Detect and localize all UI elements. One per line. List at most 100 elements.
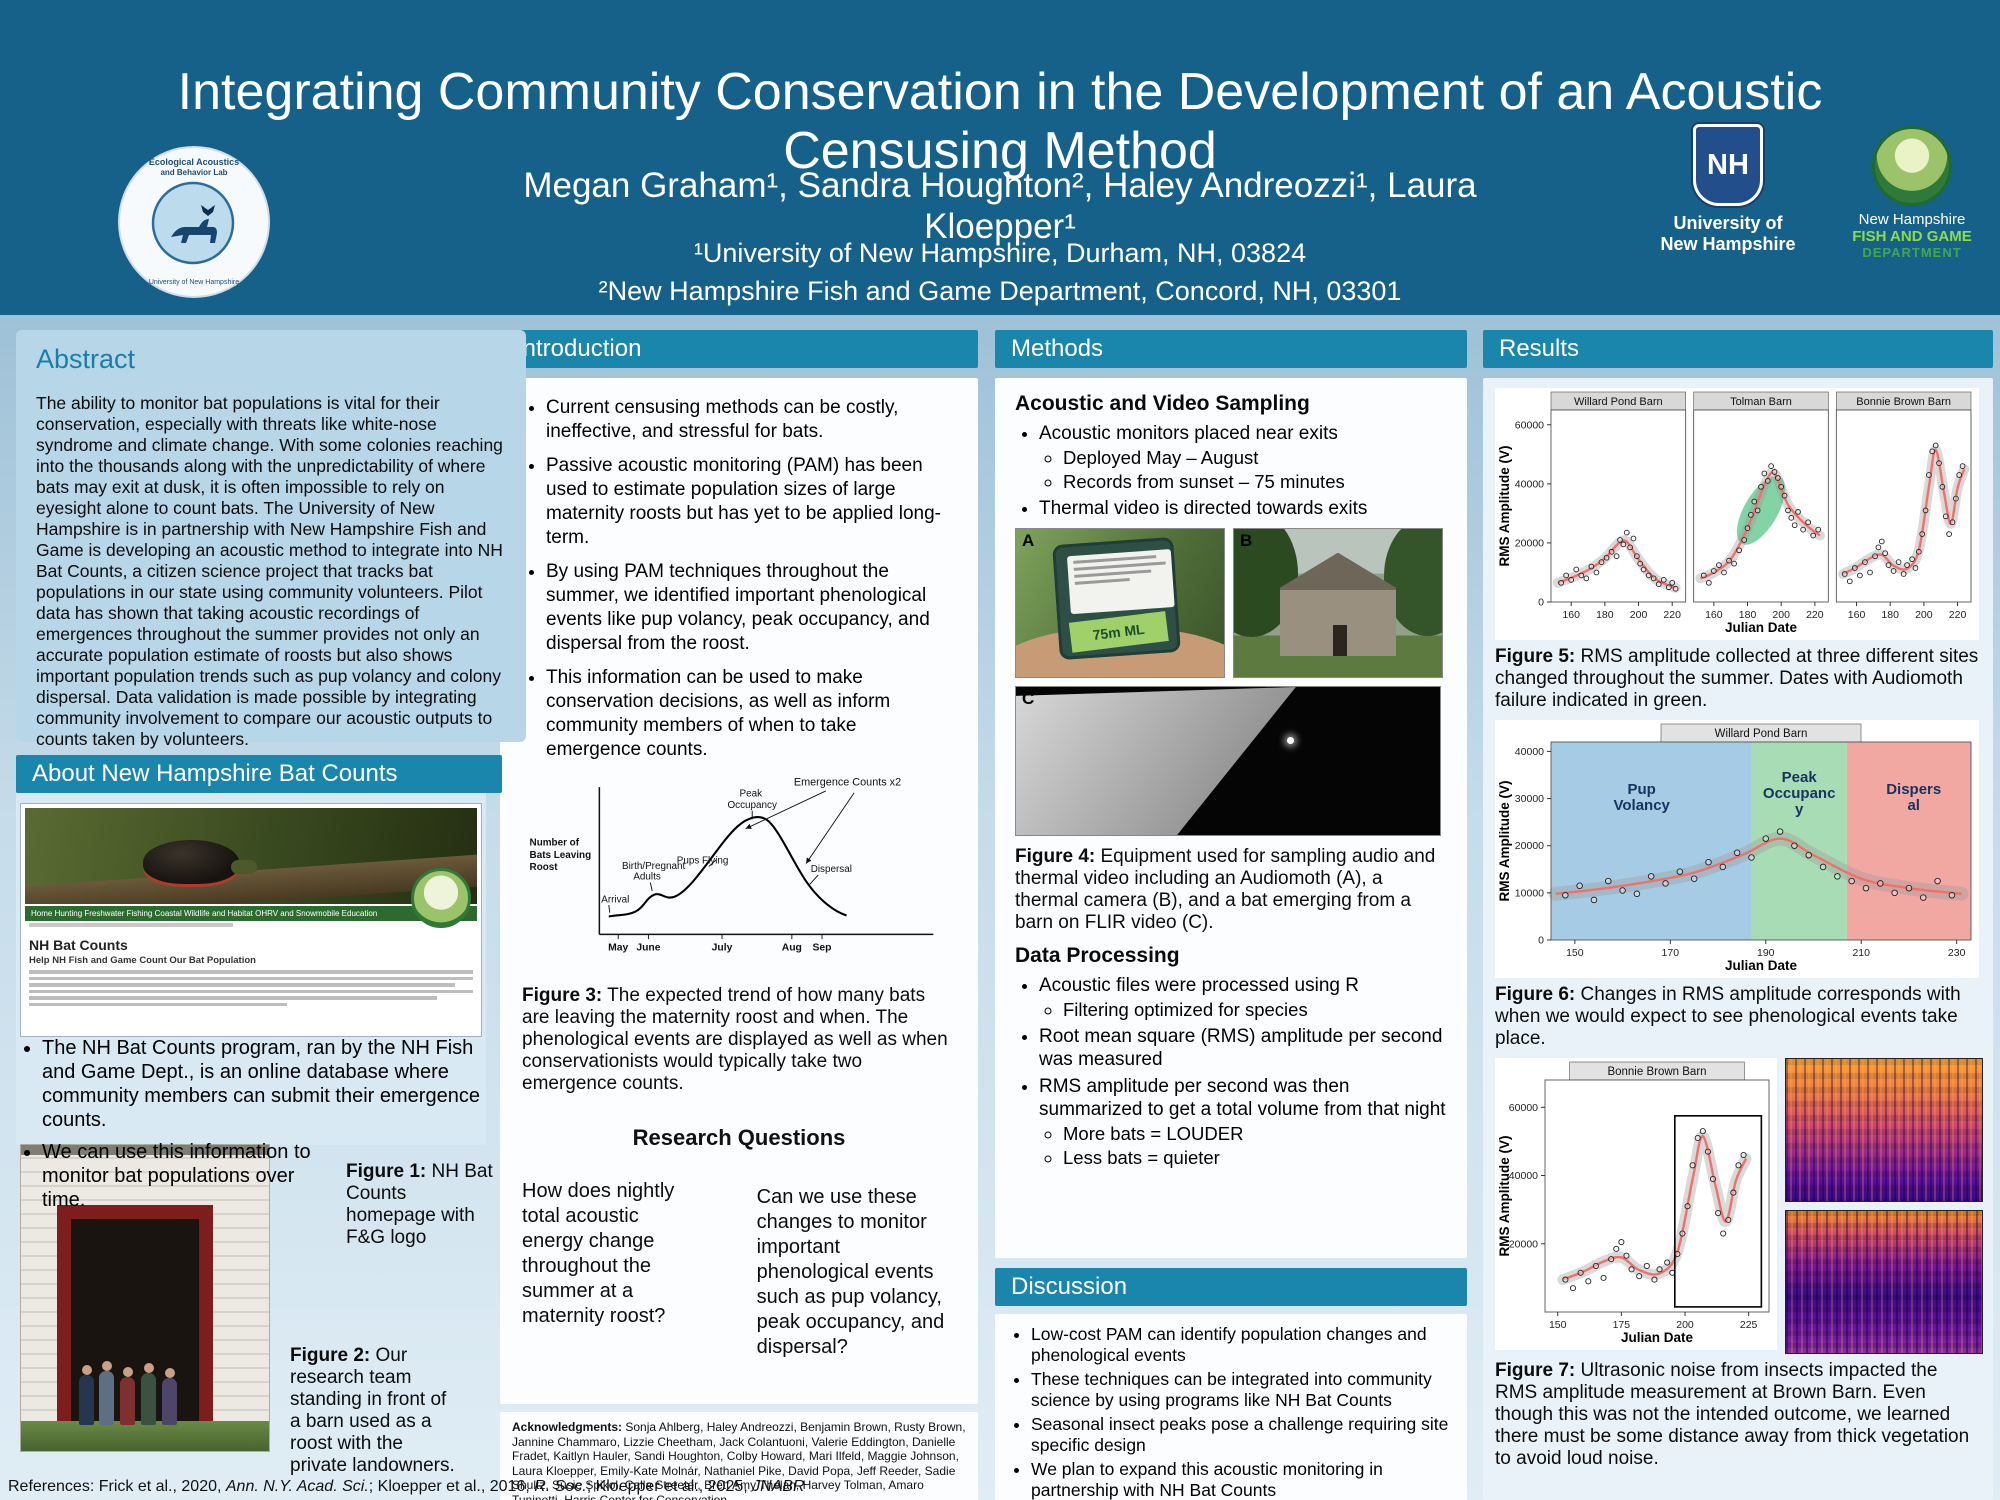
svg-text:Arrival: Arrival [601,894,629,905]
list-item: More bats = LOUDER [1063,1123,1447,1145]
svg-text:220: 220 [1663,609,1681,621]
figure4-photos: A 75m ML B [1015,528,1447,836]
unh-logo: NH University of New Hampshire [1648,124,1808,254]
svg-text:July: July [712,942,733,953]
bat-dot [1287,737,1295,745]
figure7-spectrograms [1785,1058,1983,1354]
processing-heading: Data Processing [1015,944,1180,967]
svg-text:10000: 10000 [1515,887,1544,899]
svg-text:Willard Pond Barn: Willard Pond Barn [1715,728,1808,740]
lab-logo: Ecological Acoustics and Behavior Lab Un… [118,146,270,298]
svg-text:Bonnie Brown Barn: Bonnie Brown Barn [1856,396,1951,408]
svg-text:210: 210 [1852,947,1870,959]
svg-text:220: 220 [1806,609,1824,621]
turtle-shape [143,840,239,884]
list-item: Acoustic monitors placed near exits Depl… [1039,422,1447,493]
svg-text:150: 150 [1549,1319,1567,1331]
svg-text:170: 170 [1662,947,1680,959]
svg-text:Aug: Aug [782,942,802,953]
list-item: Root mean square (RMS) amplitude per sec… [1039,1025,1447,1071]
fig1-breadcrumb [25,921,477,934]
svg-text:200: 200 [1915,609,1933,621]
figure5: Willard Pond Barn 160 180 200 220 Tolman Barn… [1495,388,1981,640]
svg-text:RMS Amplitude (V): RMS Amplitude (V) [1497,781,1512,902]
svg-text:150: 150 [1566,947,1584,959]
fig1-fg-logo-icon [411,868,471,928]
introduction-panel: Current censusing methods can be costly,… [500,378,978,1404]
list-item: Acoustic files were processed using R Fi… [1039,974,1447,1021]
figure3-emergence-trend-chart: Number of Bats Leaving Roost Arrival Bir… [530,776,934,953]
figure2-caption: Figure 2: Our research team standing in … [290,1345,455,1476]
svg-text:160: 160 [1848,609,1866,621]
list-item: Current censusing methods can be costly,… [546,396,956,444]
svg-text:0: 0 [1538,597,1544,609]
fig1-banner-photo [25,808,477,904]
results-panel: Willard Pond Barn 160 180 200 220 Tolman Barn… [1483,378,1993,1500]
affiliation-2: ²New Hampshire Fish and Game Department,… [598,276,1402,306]
fig1-nav-bar: Home Hunting Freshwater Fishing Coastal … [25,906,477,921]
sampling-heading: Acoustic and Video Sampling [1015,392,1310,415]
figure4-photo-audiomoth: A 75m ML [1015,528,1225,678]
nh-fish-and-game-emblem-icon [1872,126,1952,206]
introduction-section-title: Introduction [516,335,642,362]
figure6-caption: Figure 6: Changes in RMS amplitude corre… [1495,984,1961,1049]
fig1-nav-items: Home Hunting Freshwater Fishing Coastal … [31,909,378,918]
research-questions: How does nightly total acoustic energy c… [522,1179,956,1360]
list-item: Deployed May – August [1063,447,1447,469]
sampling-bullets: Acoustic monitors placed near exits Depl… [1015,422,1447,520]
svg-text:RMS Amplitude (V): RMS Amplitude (V) [1497,446,1512,567]
processing-bullets: Acoustic files were processed using R Fi… [1015,974,1447,1169]
svg-text:20000: 20000 [1515,537,1544,549]
results-section-title: Results [1499,335,1580,362]
list-item: The NH Bat Counts program, ran by the NH… [42,1036,484,1132]
turtle-head-shape [231,860,257,874]
abstract-body: The ability to monitor bat populations i… [36,392,503,749]
references: References: Frick et al., 2020, Ann. N.Y… [8,1478,805,1495]
svg-text:160: 160 [1562,609,1580,621]
svg-text:Willard Pond Barn: Willard Pond Barn [1574,396,1663,408]
fg-logo-text: DEPARTMENT [1862,245,1962,260]
column-methods-discussion: Methods Acoustic and Video Sampling Acou… [995,330,1467,1500]
person-figure [120,1367,135,1425]
list-item: Less bats = quieter [1063,1147,1447,1169]
figure1-website-screenshot: Home Hunting Freshwater Fishing Coastal … [20,803,482,1037]
figure1-caption: Figure 1: NH Bat Counts homepage with F&… [346,1161,493,1248]
list-item: We plan to expand this acoustic monitori… [1031,1459,1453,1500]
lab-logo-emblem-icon [151,181,235,265]
about-section-title: About New Hampshire Bat Counts [32,760,398,787]
svg-text:190: 190 [1757,947,1775,959]
person-figure [162,1368,177,1425]
figure4-photo-flir: C [1015,686,1441,836]
svg-text:180: 180 [1739,609,1757,621]
fig1-site-title: NH Bat Counts [29,937,128,953]
research-questions-heading: Research Questions [632,1125,846,1150]
list-item: Thermal video is directed towards exits [1039,497,1447,520]
fg-logo-text: New Hampshire [1858,211,1966,228]
unh-logo-text: New Hampshire [1660,233,1796,254]
figure4-photo-barn: B [1233,528,1443,678]
column-results: Results Willard Pond Barn 160 180 200 220 Tol… [1483,330,1993,1500]
svg-text:200: 200 [1676,1319,1694,1331]
svg-text:Julian Date: Julian Date [1725,958,1798,973]
list-item: This information can be used to make con… [546,666,956,762]
svg-text:60000: 60000 [1509,1102,1538,1114]
figure2-barn-photo [20,1144,270,1452]
figure7: Bonnie Brown Barn 150 175 200 225 20000 40000 6… [1495,1058,1983,1354]
log-shape [25,849,477,904]
svg-text:Julian Date: Julian Date [1621,1330,1694,1345]
figure4-caption: Figure 4: Equipment used for sampling au… [1015,846,1436,933]
authors: Megan Graham¹, Sandra Houghton², Haley A… [523,166,1477,246]
nh-fish-and-game-logo: New Hampshire FISH AND GAME DEPARTMENT [1836,126,1988,260]
figure4-label-a: A [1022,531,1035,550]
svg-text:Number of Bats Leavi: Number of Bats Leaving Roost [530,838,594,874]
figure6: Willard Pond Barn Pup Volancy Peak Occupanc y… [1495,720,1981,978]
audiomoth-device-shape: 75m ML [1051,536,1181,661]
person-figure [79,1365,94,1425]
svg-text:Pups Flying: Pups Flying [677,856,729,867]
about-section-header: About New Hampshire Bat Counts [16,755,502,793]
device-tape-label: 75m ML [1068,611,1168,653]
list-item: RMS amplitude per second was then summar… [1039,1075,1447,1169]
figure6-chart: Willard Pond Barn Pup Volancy Peak Occupanc y… [1495,720,1979,978]
results-section-header: Results [1483,330,1993,368]
svg-text:180: 180 [1881,609,1899,621]
